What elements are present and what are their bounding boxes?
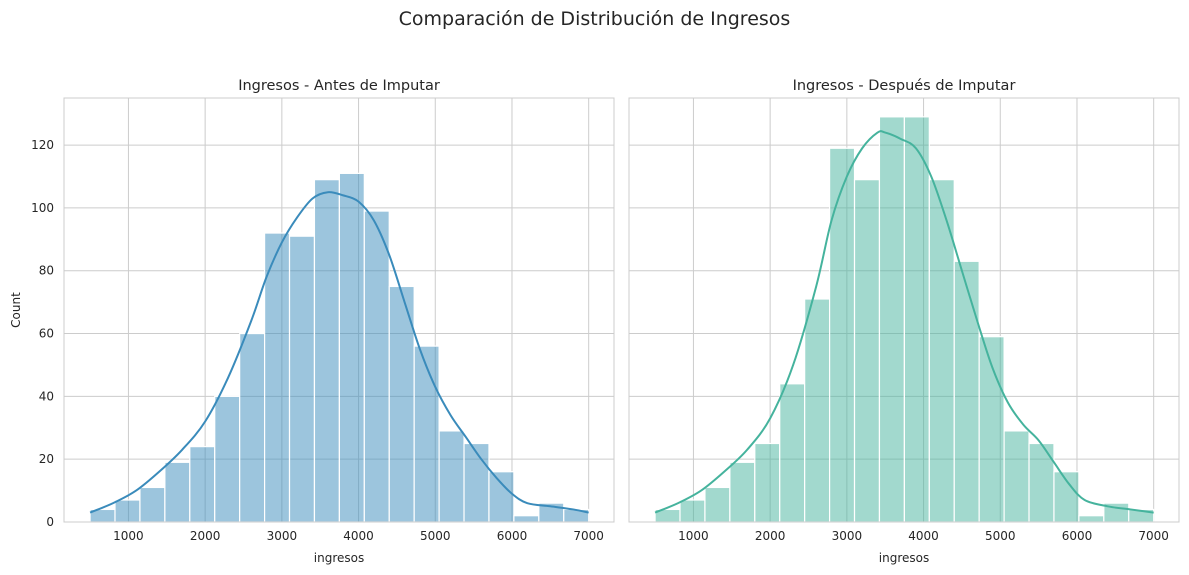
y-tick-label: 100 [31, 201, 54, 215]
histogram-bar [189, 446, 216, 523]
histogram-bar [804, 298, 831, 523]
histogram-bar [114, 499, 141, 523]
x-tick-label: 5000 [985, 529, 1016, 543]
histogram-bar [779, 383, 806, 523]
kde-curve [654, 130, 1154, 514]
histogram-bar [679, 499, 706, 523]
y-tick-label: 120 [31, 138, 54, 152]
histogram-bar [164, 461, 191, 523]
histogram-bar [488, 471, 515, 523]
x-tick-label: 1000 [678, 529, 709, 543]
x-tick-label: 4000 [343, 529, 374, 543]
histogram-bar [928, 179, 955, 523]
x-tick-label: 2000 [190, 529, 221, 543]
x-tick-label: 6000 [497, 529, 528, 543]
histogram-bar [139, 486, 166, 523]
histogram-bar [513, 515, 540, 523]
histogram-bar [363, 210, 390, 523]
y-tick-label: 80 [39, 264, 54, 278]
y-tick-label: 40 [39, 389, 54, 403]
histogram-bar [903, 116, 930, 523]
histogram-bar [953, 260, 980, 523]
histogram-bar [239, 332, 266, 523]
x-tick-label: 4000 [908, 529, 939, 543]
histogram-bar [388, 285, 415, 523]
y-tick-label: 20 [39, 452, 54, 466]
histogram-bar [313, 179, 340, 523]
axes-frame [63, 97, 615, 523]
histogram-panel-before: 1000 2000 3000 4000 5000 6000 7000 0 20 40 60 80 100… [9, 78, 615, 565]
kde-curve [89, 191, 589, 514]
histogram-bar [438, 430, 465, 523]
histogram-bar [338, 172, 365, 523]
histogram-bar [463, 442, 490, 523]
x-axis-label: ingresos [879, 551, 929, 565]
histogram-bar [263, 232, 291, 523]
x-tick-label: 7000 [573, 529, 604, 543]
histogram-bar [704, 486, 731, 523]
histogram-bar [729, 461, 756, 523]
histogram-bar [853, 179, 881, 523]
x-tick-label: 5000 [420, 529, 451, 543]
axes-frame [628, 97, 1180, 523]
histogram-bar [828, 147, 856, 523]
histogram-bar [754, 442, 781, 523]
axes-title: Ingresos - Después de Imputar [793, 78, 1016, 94]
y-tick-label: 60 [39, 327, 54, 341]
axes-title: Ingresos - Antes de Imputar [238, 78, 440, 94]
x-tick-label: 6000 [1062, 529, 1093, 543]
x-tick-label: 3000 [267, 529, 298, 543]
histogram-bar [878, 116, 905, 523]
y-tick-label: 0 [46, 515, 54, 529]
histogram-panel-after: 1000 2000 3000 4000 5000 6000 7000 Ingresos - D… [628, 78, 1180, 565]
x-axis-label: ingresos [314, 551, 364, 565]
x-tick-label: 2000 [755, 529, 786, 543]
histogram-bar [1003, 430, 1030, 523]
x-tick-label: 1000 [113, 529, 144, 543]
y-axis-label: Count [9, 292, 23, 328]
histogram-bar [413, 345, 440, 523]
histogram-bar [288, 235, 316, 523]
figure-suptitle: Comparación de Distribución de Ingresos [399, 8, 791, 30]
histogram-bar [214, 395, 241, 523]
x-tick-label: 3000 [832, 529, 863, 543]
histogram-bar [1078, 515, 1105, 523]
x-tick-label: 7000 [1138, 529, 1169, 543]
